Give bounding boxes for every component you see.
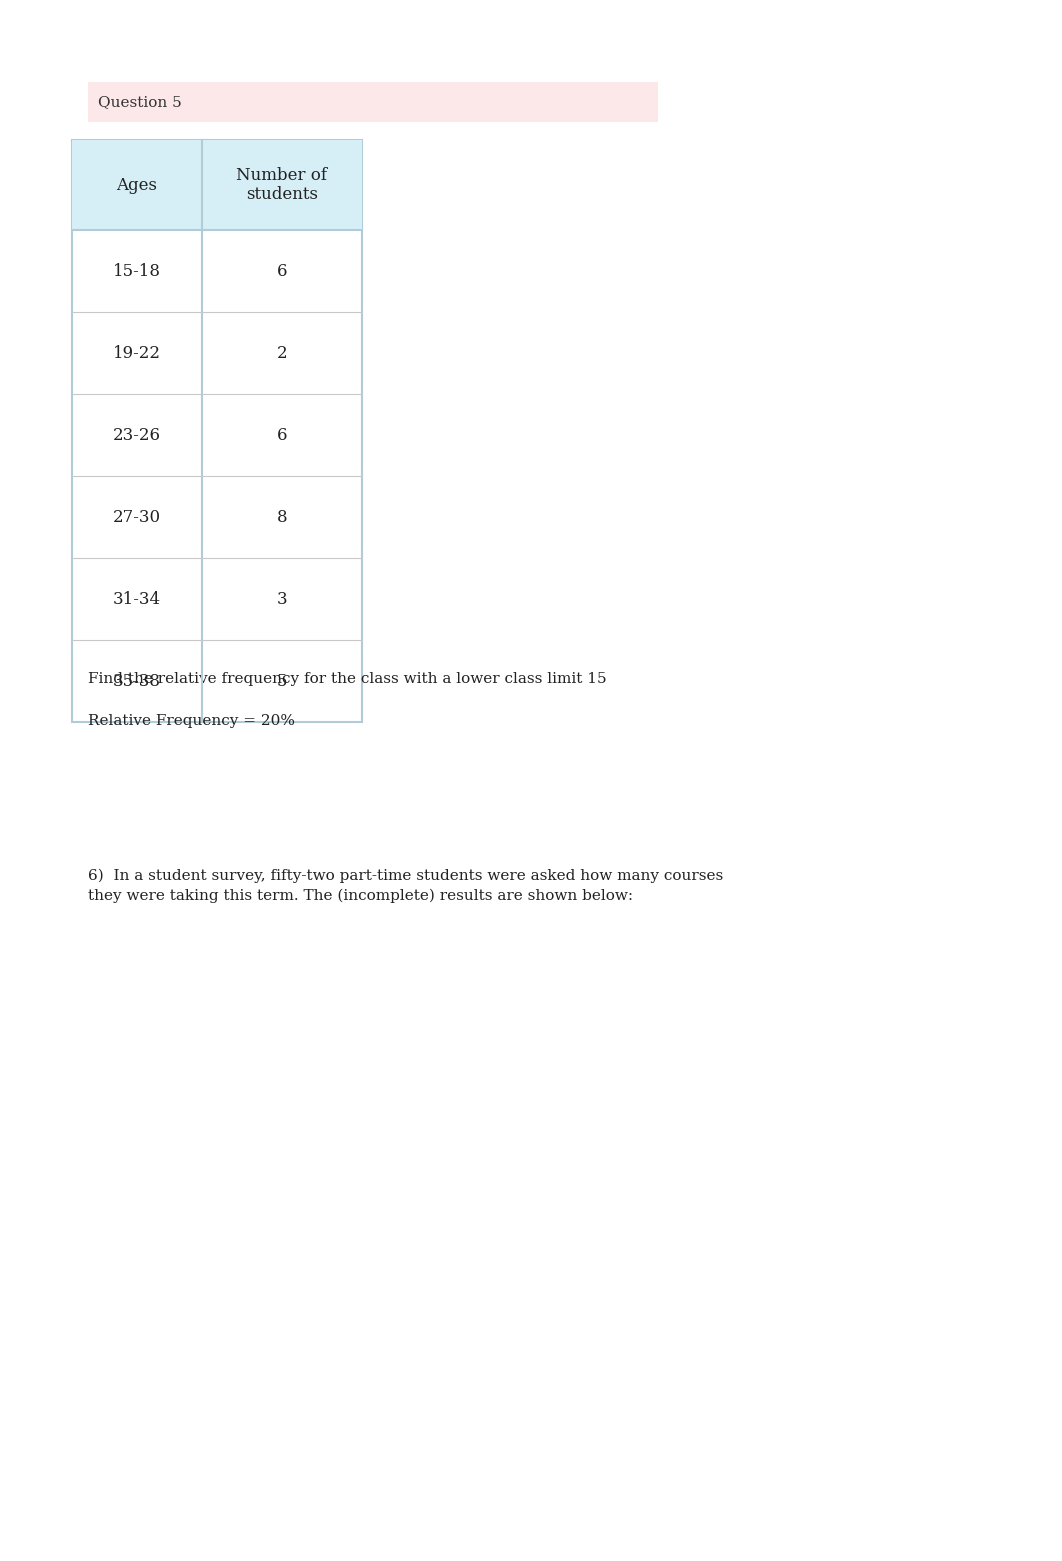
Text: 8: 8 xyxy=(277,509,288,526)
Text: 2: 2 xyxy=(277,345,288,362)
Text: Relative Frequency = 20%: Relative Frequency = 20% xyxy=(88,713,295,727)
Bar xyxy=(72,140,362,229)
Text: 19-22: 19-22 xyxy=(113,345,161,362)
Text: Question 5: Question 5 xyxy=(98,95,182,109)
Text: 3: 3 xyxy=(277,590,288,607)
Text: Number of
students: Number of students xyxy=(237,167,327,203)
Text: 6: 6 xyxy=(277,262,287,279)
Text: 15-18: 15-18 xyxy=(113,262,161,279)
Text: 23-26: 23-26 xyxy=(113,426,161,443)
Text: Find the relative frequency for the class with a lower class limit 15: Find the relative frequency for the clas… xyxy=(88,671,606,685)
Text: Ages: Ages xyxy=(117,176,157,194)
Text: 6)  In a student survey, fifty-two part-time students were asked how many course: 6) In a student survey, fifty-two part-t… xyxy=(88,869,723,904)
Text: 6: 6 xyxy=(277,426,287,443)
Bar xyxy=(72,140,362,723)
Text: 31-34: 31-34 xyxy=(113,590,161,607)
Text: 35-38: 35-38 xyxy=(113,673,161,690)
Bar xyxy=(88,83,658,122)
Text: 27-30: 27-30 xyxy=(113,509,161,526)
Text: 5: 5 xyxy=(277,673,287,690)
